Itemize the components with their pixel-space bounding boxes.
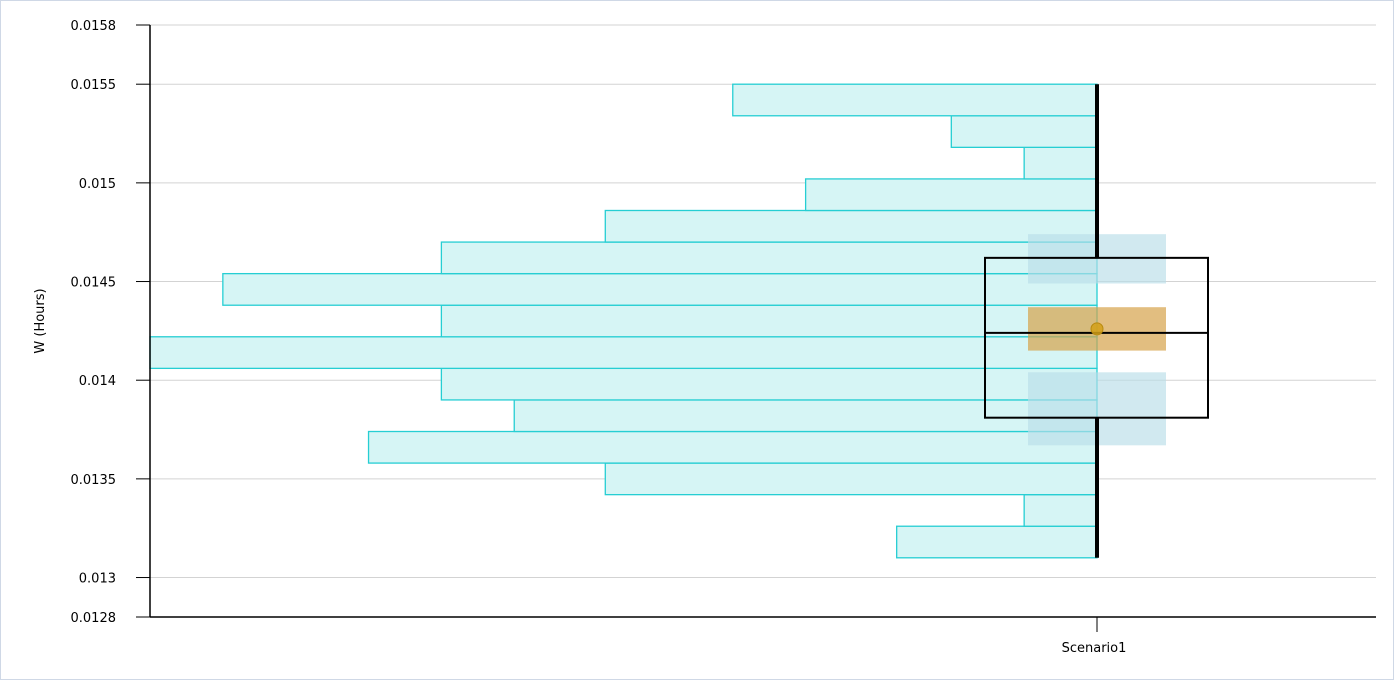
- y-axis-title: W (Hours): [33, 288, 48, 353]
- y-tick-label: 0.0135: [71, 473, 117, 488]
- x-tick-label: Scenario1: [1062, 641, 1127, 656]
- histogram-bar: [440, 367, 1098, 401]
- histogram-bar: [604, 209, 1098, 243]
- histogram-bar: [1023, 146, 1098, 180]
- axes: 0.0128 0.013 0.0135 0.014 0.0145 0.015 0.0155 0…: [71, 19, 1376, 632]
- confidence-bands: [1028, 234, 1166, 446]
- mean-marker: [1090, 322, 1104, 336]
- histogram-bar: [149, 336, 1098, 370]
- y-tick-label: 0.013: [79, 572, 116, 587]
- histogram-bar: [950, 115, 1098, 148]
- histogram-bar: [896, 525, 1098, 559]
- y-tick-label: 0.0145: [71, 276, 117, 291]
- histogram-bar: [1023, 494, 1098, 527]
- histogram-bar: [513, 399, 1098, 433]
- histogram-bar: [732, 83, 1098, 117]
- y-tick-label: 0.0128: [71, 611, 117, 626]
- histogram: [149, 83, 1098, 559]
- y-tick-label: 0.0158: [71, 19, 117, 34]
- y-tick-label: 0.014: [79, 374, 116, 389]
- y-tick-label: 0.0155: [71, 78, 117, 93]
- box-iqr: [984, 256, 1209, 419]
- histogram-bar: [604, 462, 1098, 496]
- y-tick-label: 0.015: [79, 177, 116, 192]
- histogram-bar: [222, 272, 1098, 306]
- histogram-bar: [804, 178, 1098, 212]
- histogram-bar: [367, 430, 1098, 464]
- boxplot: [984, 84, 1209, 558]
- histogram-bar: [440, 304, 1098, 338]
